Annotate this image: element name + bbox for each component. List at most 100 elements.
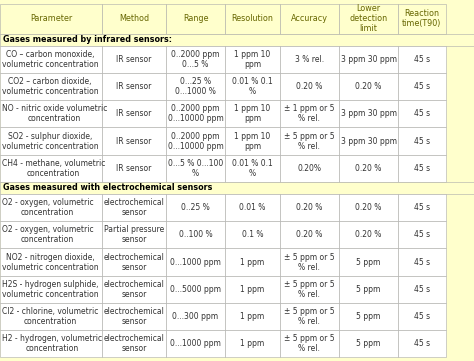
Text: Method: Method	[119, 14, 149, 23]
Text: 1 ppm: 1 ppm	[240, 312, 264, 321]
Bar	[398, 276, 446, 303]
Bar	[0, 4, 102, 34]
Bar	[398, 194, 446, 221]
Text: Resolution: Resolution	[231, 14, 273, 23]
Text: Gases measured by infrared sensors:: Gases measured by infrared sensors:	[3, 35, 172, 44]
Text: 45 s: 45 s	[414, 257, 430, 266]
Bar	[102, 276, 166, 303]
Bar	[102, 4, 166, 34]
Text: 0..25 %: 0..25 %	[181, 203, 210, 212]
Text: 0.20 %: 0.20 %	[356, 82, 382, 91]
Text: 45 s: 45 s	[414, 136, 430, 145]
Bar	[166, 46, 225, 73]
Bar	[339, 194, 398, 221]
Bar	[225, 221, 280, 248]
Text: 5 ppm: 5 ppm	[356, 285, 381, 294]
Bar	[398, 4, 446, 34]
Bar	[0, 34, 474, 46]
Bar	[398, 221, 446, 248]
Bar	[166, 303, 225, 330]
Text: O2 - oxygen, volumetric
concentration: O2 - oxygen, volumetric concentration	[2, 198, 93, 217]
Text: ± 5 ppm or 5
% rel.: ± 5 ppm or 5 % rel.	[284, 280, 335, 299]
Text: Range: Range	[183, 14, 208, 23]
Bar	[0, 248, 102, 276]
Text: electrochemical
sensor: electrochemical sensor	[103, 334, 164, 353]
Text: CH4 - methane, volumetric
concentration: CH4 - methane, volumetric concentration	[2, 159, 105, 178]
Bar	[102, 100, 166, 127]
Text: electrochemical
sensor: electrochemical sensor	[103, 252, 164, 271]
Bar	[339, 127, 398, 155]
Text: IR sensor: IR sensor	[116, 164, 152, 173]
Text: 45 s: 45 s	[414, 203, 430, 212]
Text: 0..2000 ppm
0...10000 ppm: 0..2000 ppm 0...10000 ppm	[168, 131, 223, 151]
Text: NO2 - nitrogen dioxide,
volumetric concentration: NO2 - nitrogen dioxide, volumetric conce…	[2, 252, 99, 271]
Bar	[339, 276, 398, 303]
Text: 0.01 % 0.1
%: 0.01 % 0.1 %	[232, 159, 273, 178]
Text: electrochemical
sensor: electrochemical sensor	[103, 198, 164, 217]
Bar	[0, 155, 102, 182]
Text: 0...25 %
0...1000 %: 0...25 % 0...1000 %	[175, 77, 216, 96]
Bar	[225, 127, 280, 155]
Bar	[225, 276, 280, 303]
Bar	[339, 303, 398, 330]
Bar	[166, 127, 225, 155]
Bar	[0, 127, 102, 155]
Text: 1 ppm: 1 ppm	[240, 257, 264, 266]
Text: 0..2000 ppm
0...5 %: 0..2000 ppm 0...5 %	[171, 50, 220, 69]
Text: Gases measured with electrochemical sensors: Gases measured with electrochemical sens…	[3, 183, 212, 192]
Text: 5 ppm: 5 ppm	[356, 312, 381, 321]
Text: ± 5 ppm or 5
% rel.: ± 5 ppm or 5 % rel.	[284, 307, 335, 326]
Bar	[339, 4, 398, 34]
Bar	[166, 221, 225, 248]
Text: 0.1 %: 0.1 %	[242, 230, 263, 239]
Bar	[102, 248, 166, 276]
Bar	[102, 73, 166, 100]
Bar	[166, 4, 225, 34]
Text: Parameter: Parameter	[30, 14, 72, 23]
Bar	[339, 46, 398, 73]
Bar	[102, 155, 166, 182]
Bar	[339, 155, 398, 182]
Bar	[339, 73, 398, 100]
Text: CO – carbon monoxide,
volumetric concentration: CO – carbon monoxide, volumetric concent…	[2, 50, 99, 69]
Text: NO - nitric oxide volumetric
concentration: NO - nitric oxide volumetric concentrati…	[2, 104, 107, 123]
Text: 3 ppm 30 ppm: 3 ppm 30 ppm	[340, 109, 397, 118]
Text: Partial pressure
sensor: Partial pressure sensor	[104, 225, 164, 244]
Text: 45 s: 45 s	[414, 164, 430, 173]
Text: 45 s: 45 s	[414, 339, 430, 348]
Text: 0.20 %: 0.20 %	[296, 82, 322, 91]
Text: 1 ppm: 1 ppm	[240, 285, 264, 294]
Bar	[0, 182, 474, 194]
Bar	[398, 248, 446, 276]
Text: SO2 - sulphur dioxide,
volumetric concentration: SO2 - sulphur dioxide, volumetric concen…	[2, 131, 99, 151]
Bar	[398, 100, 446, 127]
Text: ± 1 ppm or 5
% rel.: ± 1 ppm or 5 % rel.	[284, 104, 335, 123]
Bar	[398, 46, 446, 73]
Bar	[102, 221, 166, 248]
Bar	[280, 221, 339, 248]
Text: 45 s: 45 s	[414, 230, 430, 239]
Text: 0...1000 ppm: 0...1000 ppm	[170, 257, 221, 266]
Bar	[166, 330, 225, 357]
Text: IR sensor: IR sensor	[116, 82, 152, 91]
Bar	[166, 73, 225, 100]
Bar	[102, 303, 166, 330]
Bar	[225, 303, 280, 330]
Text: 0.20 %: 0.20 %	[296, 230, 322, 239]
Bar	[225, 4, 280, 34]
Text: 0.20 %: 0.20 %	[356, 164, 382, 173]
Bar	[280, 248, 339, 276]
Bar	[0, 276, 102, 303]
Text: 0.01 % 0.1
%: 0.01 % 0.1 %	[232, 77, 273, 96]
Text: ± 5 ppm or 5
% rel.: ± 5 ppm or 5 % rel.	[284, 131, 335, 151]
Text: 3 % rel.: 3 % rel.	[295, 55, 324, 64]
Bar	[280, 100, 339, 127]
Bar	[166, 194, 225, 221]
Bar	[102, 194, 166, 221]
Bar	[398, 73, 446, 100]
Bar	[339, 330, 398, 357]
Bar	[398, 330, 446, 357]
Text: ± 5 ppm or 5
% rel.: ± 5 ppm or 5 % rel.	[284, 252, 335, 271]
Text: 5 ppm: 5 ppm	[356, 257, 381, 266]
Bar	[0, 46, 102, 73]
